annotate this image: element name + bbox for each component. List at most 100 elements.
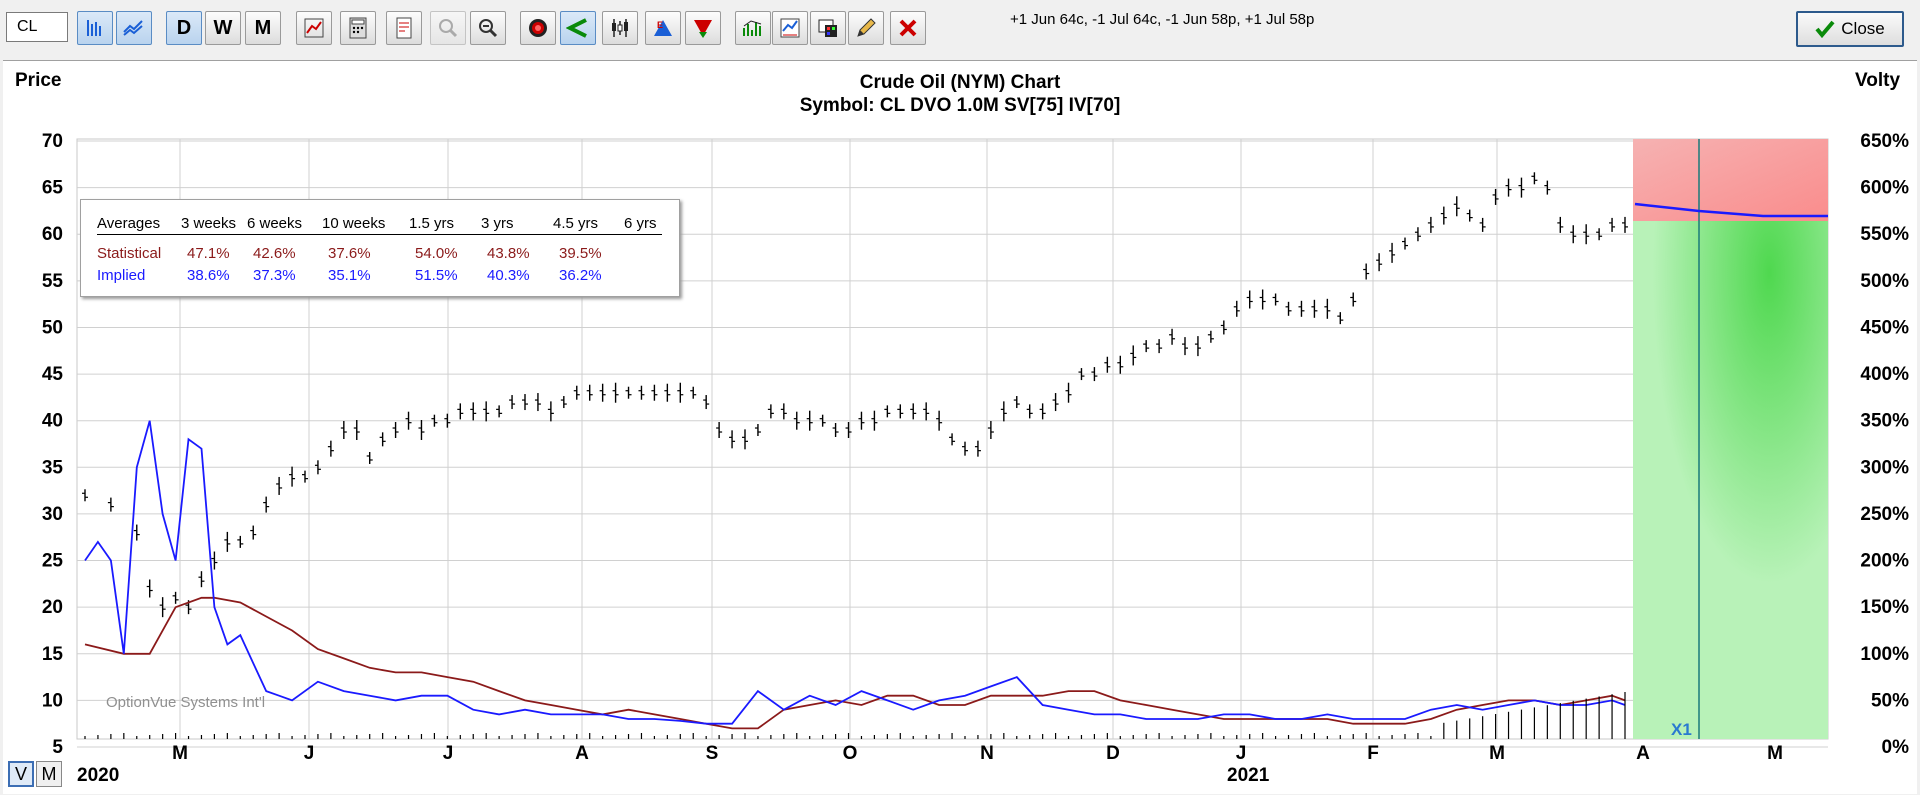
averages-header-cell: 3 weeks [181, 215, 237, 232]
volty-tick-label: 400% [1860, 364, 1909, 385]
implied-value: 40.3% [487, 267, 530, 284]
month-label: S [706, 743, 719, 764]
statistical-value: 42.6% [253, 245, 296, 262]
volume-button[interactable] [735, 11, 771, 45]
paint-icon [818, 19, 837, 37]
statistical-value: 39.5% [559, 245, 602, 262]
volty-tick-label: 100% [1860, 644, 1909, 665]
month-label: F [1367, 743, 1379, 764]
report-button[interactable] [386, 11, 422, 45]
chart-subtitle: Symbol: CL DVO 1.0M SV[75] IV[70] [800, 95, 1121, 116]
volty-axis-title: Volty [1855, 70, 1900, 91]
month-label: M [172, 743, 188, 764]
averages-header-cell: 3 yrs [481, 215, 514, 232]
angle-button[interactable] [560, 11, 596, 45]
forecast-zone [1633, 139, 1828, 739]
positions-text: +1 Jun 64c, -1 Jul 64c, -1 Jun 58p, +1 J… [1010, 11, 1315, 28]
volty-tick-label: 0% [1882, 737, 1910, 758]
zoom-in-button[interactable] [430, 11, 466, 45]
forecast-marker: X1 [1671, 720, 1692, 739]
chart-title: Crude Oil (NYM) Chart [860, 72, 1061, 93]
month-label: D [1106, 743, 1120, 764]
paint-button[interactable] [810, 11, 846, 45]
candlestick-icon [612, 19, 628, 37]
dividend-button[interactable] [685, 11, 721, 45]
volty-tick-label: 50% [1871, 690, 1909, 711]
price-tick-label: 65 [42, 178, 64, 199]
averages-header-cell: 10 weeks [322, 215, 386, 232]
close-label: Close [1841, 19, 1885, 38]
bars-button[interactable] [77, 11, 113, 45]
price-axis-title: Price [15, 70, 61, 91]
weekly-button[interactable]: W [205, 11, 241, 45]
chart-settings-button[interactable] [296, 11, 332, 45]
volty-tick-label: 150% [1860, 597, 1909, 618]
target-button[interactable] [520, 11, 556, 45]
month-label: M [1767, 743, 1783, 764]
averages-box: Averages 3 weeks 6 weeks 10 weeks 1.5 yrs 3 y… [80, 199, 680, 297]
forecast-implied-vol-line [1634, 202, 1828, 218]
earnings-icon: E [654, 20, 672, 36]
volty-tick-label: 450% [1860, 317, 1909, 338]
implied-volatility-line [84, 420, 1626, 725]
lines-button[interactable] [116, 11, 152, 45]
price-tick-label: 35 [42, 457, 64, 478]
angle-icon [566, 18, 587, 38]
price-bars [82, 172, 1628, 618]
daily-button[interactable]: D [166, 11, 202, 45]
volty-tick-label: 550% [1860, 224, 1909, 245]
price-tick-label: 55 [42, 271, 64, 292]
year-label-2021: 2021 [1227, 765, 1270, 786]
price-tick-label: 40 [42, 411, 63, 432]
candles-button[interactable] [602, 11, 638, 45]
volty-tick-label: 500% [1860, 271, 1909, 292]
averages-header-cell: 1.5 yrs [409, 215, 455, 232]
implied-vol-path [84, 420, 1626, 725]
mode-v-button[interactable]: V [8, 761, 34, 787]
implied-value: 37.3% [253, 267, 296, 284]
bar-chart-icon [87, 20, 101, 36]
chart-area[interactable]: 70 65 60 55 50 45 40 35 30 25 20 15 10 5 650% 600% 550% 5… [3, 60, 1917, 794]
target-icon [529, 19, 547, 37]
volty-tick-label: 600% [1860, 178, 1909, 199]
implied-value: 51.5% [415, 267, 458, 284]
volty-tick-label: 650% [1860, 131, 1909, 152]
price-tick-label: 5 [52, 737, 63, 758]
watermark: OptionVue Systems Int'l [106, 694, 265, 711]
report-icon [396, 17, 412, 39]
price-tick-label: 20 [42, 597, 63, 618]
zoom-in-icon [439, 19, 458, 38]
price-volatility-chart[interactable]: 70 65 60 55 50 45 40 35 30 25 20 15 10 5 650% 600% 550% 5… [3, 61, 1917, 794]
monthly-button[interactable]: M [245, 11, 281, 45]
volty-tick-label: 350% [1860, 411, 1909, 432]
price-tick-label: 15 [42, 644, 64, 665]
month-label: A [1636, 743, 1650, 764]
pencil-button[interactable] [848, 11, 884, 45]
averages-header-cell: 6 yrs [624, 215, 657, 232]
mode-m-button[interactable]: M [36, 761, 62, 787]
statistical-value: 47.1% [187, 245, 230, 262]
calculator-icon [349, 17, 367, 39]
month-label: N [980, 743, 994, 764]
delete-button[interactable] [890, 11, 926, 45]
checkmark-icon [1815, 20, 1835, 38]
symbol-input[interactable] [6, 12, 68, 42]
volume-icon [743, 20, 762, 36]
pencil-icon [857, 18, 876, 37]
statistical-value: 37.6% [328, 245, 371, 262]
price-tick-label: 45 [42, 364, 64, 385]
forecast-red-zone [1633, 139, 1828, 221]
line-chart-icon [123, 20, 143, 36]
forecast-green-zone [1633, 221, 1828, 739]
zoom-out-button[interactable] [470, 11, 506, 45]
mode-toggle: V M [8, 761, 62, 787]
zoom-out-icon [479, 19, 498, 38]
close-button[interactable]: Close [1796, 11, 1904, 47]
year-label-2020: 2020 [77, 765, 119, 786]
earnings-button[interactable]: E [645, 11, 681, 45]
volty-tick-label: 300% [1860, 457, 1909, 478]
calc-button[interactable] [340, 11, 376, 45]
price-tick-label: 25 [42, 551, 64, 572]
month-label: A [575, 743, 589, 764]
study-button[interactable] [772, 11, 808, 45]
